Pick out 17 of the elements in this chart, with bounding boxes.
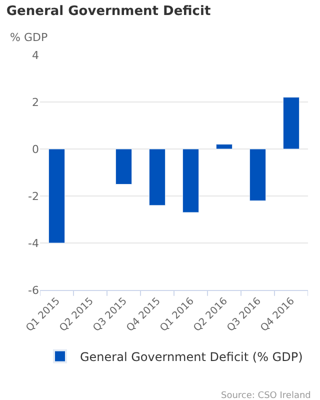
bar: [115, 148, 132, 184]
y-tick-label: -2: [28, 190, 39, 203]
bar: [216, 144, 233, 150]
bar: [182, 148, 200, 213]
legend-label: General Government Deficit (% GDP): [80, 350, 303, 364]
bar: [148, 148, 166, 206]
y-tick-label: -6: [28, 284, 39, 297]
y-tick-label: 0: [32, 142, 39, 156]
y-axis-title: % GDP: [10, 31, 48, 44]
bar: [249, 148, 266, 201]
y-tick-label: -4: [28, 236, 39, 250]
bar: [282, 97, 300, 150]
y-tick-label: 4: [32, 48, 39, 62]
y-tick-label: 2: [32, 96, 39, 109]
chart-title: General Government Deficit: [6, 4, 211, 20]
bar: [48, 148, 66, 244]
source-note: Source: CSO Ireland: [221, 391, 311, 400]
